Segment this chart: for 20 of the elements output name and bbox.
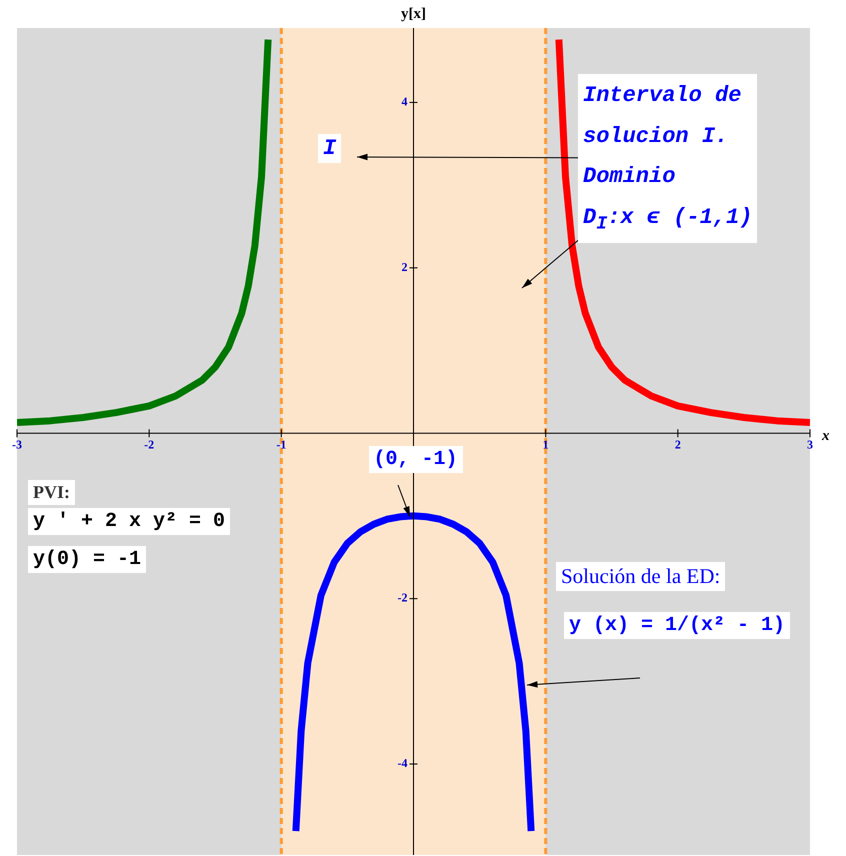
y-tick-label: 2 [402, 260, 408, 274]
x-tick-label: 3 [807, 437, 813, 452]
x-tick-label: -3 [12, 437, 22, 452]
annotation: y (x) = 1/(x² - 1) [564, 612, 790, 639]
annotation: Intervalo de solucion I. Dominio D$_{I}$:x ϵ (-1,1) [578, 74, 758, 244]
annotation: (0, -1) [368, 446, 463, 473]
annotation: PVI: [28, 480, 75, 505]
x-tick-label: 2 [674, 437, 681, 452]
annotation: y ' + 2 x y² = 0 [28, 508, 230, 535]
annotation: y(0) = -1 [28, 546, 146, 573]
x-axis-title: x [821, 428, 830, 444]
x-tick-label: 1 [542, 437, 549, 452]
y-axis-title: y[x] [401, 6, 426, 22]
x-tick-label: -1 [276, 437, 286, 452]
y-tick-label: -4 [398, 756, 408, 770]
y-tick-label: 4 [402, 94, 408, 109]
x-tick-label: -2 [144, 437, 154, 452]
y-tick-label: -2 [398, 590, 408, 605]
annotation: I [318, 134, 342, 163]
annotation: Solución de la ED: [556, 562, 726, 591]
